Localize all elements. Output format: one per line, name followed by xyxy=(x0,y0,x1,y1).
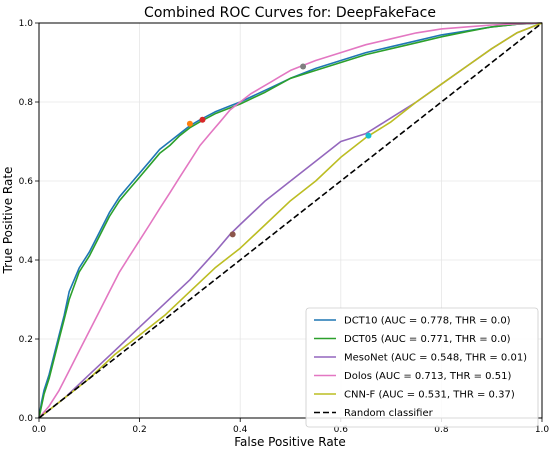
threshold-marker xyxy=(300,63,307,70)
plot-frame xyxy=(38,22,543,419)
y-tick-label: 0.2 xyxy=(19,335,33,345)
legend: DCT10 (AUC = 0.778, THR = 0.0) DCT05 (AUC… xyxy=(305,307,539,428)
x-tick-label: 0.6 xyxy=(334,425,349,435)
threshold-marker xyxy=(199,116,206,123)
y-axis-label: True Positive Rate xyxy=(1,167,15,275)
threshold-marker xyxy=(365,132,372,139)
y-tick-label: 0.6 xyxy=(19,177,34,187)
legend-entry: MesoNet (AUC = 0.548, THR = 0.01) xyxy=(344,353,527,364)
x-tick-label: 0.0 xyxy=(32,425,47,435)
series-line-5 xyxy=(38,22,543,419)
legend-entry: Random classifier xyxy=(344,408,434,419)
y-tick-label: 0.0 xyxy=(19,414,34,424)
legend-box xyxy=(305,307,539,428)
x-tick-label: 1.0 xyxy=(535,425,550,435)
series-line-4 xyxy=(38,22,543,419)
legend-entry: Dolos (AUC = 0.713, THR = 0.51) xyxy=(344,371,511,382)
chart-title: Combined ROC Curves for: DeepFakeFace xyxy=(144,5,436,21)
x-tick-label: 0.2 xyxy=(132,425,146,435)
threshold-marker xyxy=(229,231,236,238)
y-tick-label: 0.8 xyxy=(19,98,34,108)
x-axis-ticks: 0.0 0.2 0.4 0.6 0.8 1.0 xyxy=(32,418,550,435)
plot-area xyxy=(38,22,543,419)
x-tick-label: 0.4 xyxy=(233,425,248,435)
legend-entry: CNN-F (AUC = 0.531, THR = 0.37) xyxy=(344,390,515,401)
y-tick-label: 0.4 xyxy=(19,256,34,266)
series-line-1 xyxy=(38,22,543,419)
y-axis-ticks: 0.0 0.2 0.4 0.6 0.8 1.0 xyxy=(19,19,39,424)
legend-entry: DCT10 (AUC = 0.778, THR = 0.0) xyxy=(344,316,511,327)
x-axis-label: False Positive Rate xyxy=(234,435,346,449)
y-tick-label: 1.0 xyxy=(19,19,34,29)
series-line-0 xyxy=(38,22,543,419)
x-tick-label: 0.8 xyxy=(434,425,449,435)
series-line-3 xyxy=(38,22,543,419)
threshold-marker xyxy=(186,120,193,127)
legend-entry: DCT05 (AUC = 0.771, THR = 0.0) xyxy=(344,334,511,345)
